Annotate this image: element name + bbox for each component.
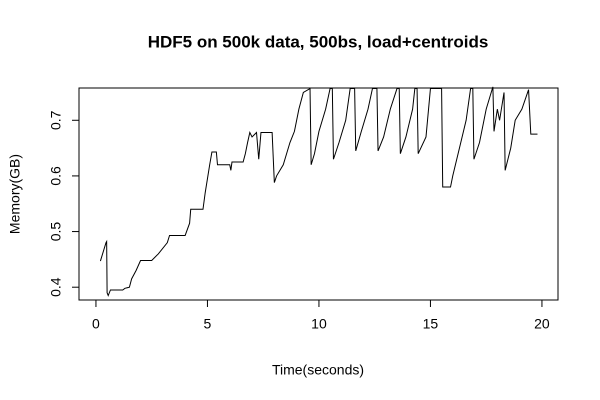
- data-line: [99, 86, 538, 297]
- x-axis-label: Time(seconds): [272, 362, 364, 378]
- x-tick-label: 0: [92, 316, 100, 332]
- y-axis-label: Memory(GB): [7, 154, 23, 234]
- x-tick-label: 5: [204, 316, 212, 332]
- x-tick-label: 10: [311, 316, 327, 332]
- y-tick-label: 0.4: [48, 277, 64, 297]
- x-tick-label: 20: [534, 316, 550, 332]
- y-tick-label: 0.5: [48, 222, 64, 242]
- y-tick-label: 0.7: [48, 110, 64, 130]
- plot-box: [78, 87, 559, 301]
- chart-title: HDF5 on 500k data, 500bs, load+centroids: [148, 32, 489, 51]
- y-tick-label: 0.6: [48, 166, 64, 186]
- x-tick-label: 15: [423, 316, 439, 332]
